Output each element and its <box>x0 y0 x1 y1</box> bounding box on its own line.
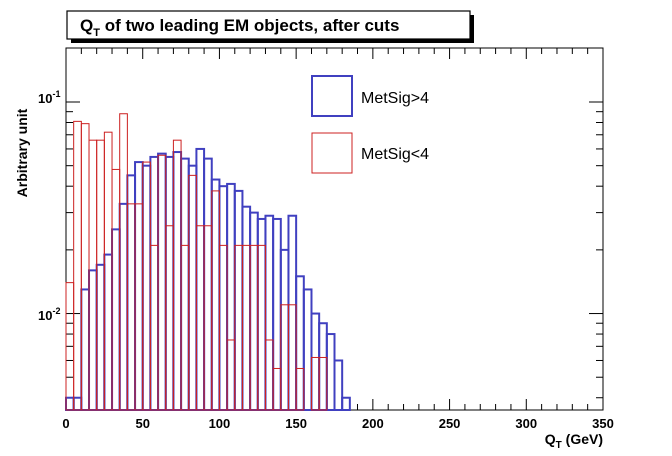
histogram-bin <box>80 288 91 411</box>
histogram-bin <box>233 189 244 411</box>
histogram-bin <box>141 164 152 411</box>
histogram-bin <box>96 139 105 411</box>
series-metsig-lt4 <box>65 113 328 411</box>
y-tick-label-0.1: 10-1 <box>38 89 60 106</box>
legend-swatch-metsig-gt4 <box>311 75 353 117</box>
histogram-bin <box>142 161 151 411</box>
histogram-bin <box>88 269 98 412</box>
histogram-bin <box>172 151 183 411</box>
histogram-bin <box>325 333 336 411</box>
x-tick-label: 350 <box>592 416 614 431</box>
histogram-bin <box>302 288 313 411</box>
histogram-bin <box>226 182 236 411</box>
histogram-bin <box>180 157 190 411</box>
histogram-bin <box>203 157 213 411</box>
histogram-bin <box>126 174 137 411</box>
histogram-bin <box>195 225 205 411</box>
histogram-bin <box>318 356 328 411</box>
y-tick-label-0.01: 10-2 <box>38 306 60 323</box>
histogram-bin <box>249 244 259 411</box>
histogram-bin <box>310 356 320 411</box>
histogram-bin <box>195 147 206 411</box>
x-tick-label: 200 <box>362 416 384 431</box>
histogram-bin <box>272 217 282 411</box>
series-metsig-gt4 <box>65 147 351 412</box>
histogram-bin <box>226 339 236 411</box>
histogram-bin <box>72 396 83 412</box>
histogram-bin <box>126 203 136 411</box>
histogram-bin <box>118 202 129 411</box>
histogram-bin <box>257 244 266 411</box>
histogram-bin <box>287 214 298 411</box>
x-tick-label: 300 <box>515 416 537 431</box>
histogram-bin <box>256 217 267 411</box>
histogram-bin <box>279 248 290 411</box>
histogram-bin <box>280 304 289 411</box>
histogram-bin <box>95 263 106 411</box>
histogram-bin <box>287 304 297 411</box>
histogram-bin <box>333 359 344 412</box>
title-box <box>66 10 471 40</box>
histogram-bin <box>157 152 167 411</box>
legend-label-metsig-gt4: MetSig>4 <box>361 90 429 107</box>
histogram-bin <box>295 367 305 411</box>
x-axis-label: QT (GeV) <box>545 431 603 451</box>
histogram-bin <box>341 396 351 412</box>
histogram-bin <box>187 164 198 411</box>
histogram-bin <box>241 244 251 411</box>
histogram-bin <box>264 214 275 411</box>
histogram-bin <box>73 120 82 411</box>
chart-title: QT of two leading EM objects, after cuts <box>80 16 399 39</box>
x-tick-label: 50 <box>135 416 149 431</box>
histogram-bin <box>180 244 190 411</box>
histogram-bin <box>318 322 328 411</box>
histogram-bin <box>65 396 75 412</box>
histogram-bin <box>241 205 252 411</box>
y-axis-label: Arbitrary unit <box>14 108 30 197</box>
histogram-bin <box>149 155 160 411</box>
histogram-bin <box>165 225 174 411</box>
histogram-bin <box>172 139 182 411</box>
histogram-bin <box>88 139 98 411</box>
histogram-bin <box>134 203 144 411</box>
legend-label-metsig-lt4: MetSig<4 <box>361 146 429 163</box>
histogram-bin <box>149 244 159 411</box>
x-tick-label: 0 <box>62 416 69 431</box>
histogram-bin <box>164 155 175 411</box>
histogram-bin <box>249 211 259 411</box>
histogram-bin <box>188 174 197 411</box>
histogram-bin <box>295 275 305 411</box>
histogram-bin <box>111 228 121 411</box>
histogram-bin <box>218 185 229 411</box>
histogram-bin <box>134 161 144 411</box>
histogram-bin <box>157 154 167 411</box>
histogram-bin <box>218 244 228 411</box>
histogram-bin <box>119 113 128 411</box>
histogram-bin <box>111 168 121 411</box>
histogram-bin <box>211 190 220 411</box>
histogram-bin <box>203 225 213 411</box>
histogram-bin <box>80 123 90 411</box>
histogram-bin <box>103 131 113 411</box>
x-tick-label: 250 <box>439 416 461 431</box>
histogram-bin <box>264 339 274 411</box>
histogram-bin <box>103 253 114 411</box>
histogram-bin <box>234 244 243 411</box>
x-tick-label: 100 <box>209 416 231 431</box>
histogram-bin <box>310 312 321 411</box>
histogram-bin <box>272 367 282 411</box>
histogram-bin <box>210 178 221 411</box>
legend-swatch-metsig-lt4 <box>311 132 353 174</box>
x-tick-label: 150 <box>285 416 307 431</box>
